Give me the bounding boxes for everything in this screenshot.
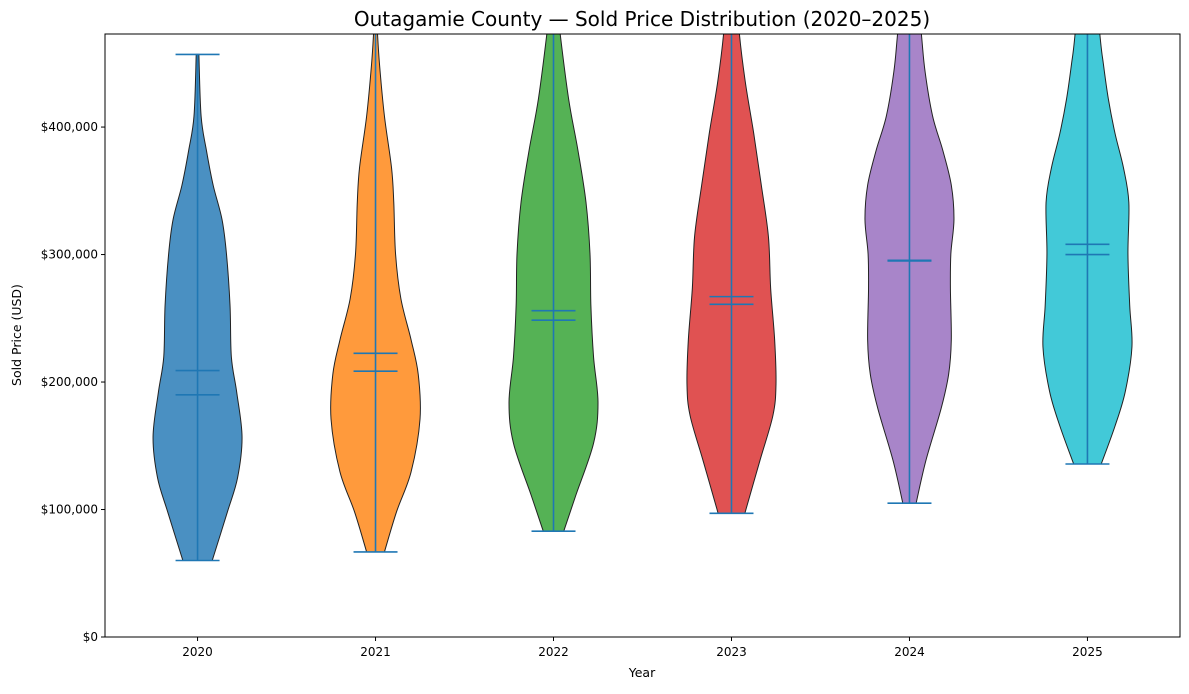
y-tick-label: $0 — [83, 630, 98, 644]
y-axis-label: Sold Price (USD) — [9, 284, 24, 386]
y-axis: $0 $100,000 $200,000 $300,000 $400,000 — [41, 120, 105, 644]
y-tick-label: $200,000 — [41, 375, 98, 389]
x-axis-label: Year — [628, 665, 656, 680]
x-tick-label: 2021 — [360, 645, 391, 659]
violin-2023 — [686, 34, 777, 515]
chart-title: Outagamie County — Sold Price Distributi… — [354, 7, 930, 31]
violin-2024 — [864, 34, 955, 504]
violin-2025 — [1042, 34, 1133, 465]
violins-group — [152, 34, 1133, 562]
x-tick-label: 2025 — [1072, 645, 1103, 659]
x-tick-label: 2023 — [716, 645, 747, 659]
plot-frame — [104, 33, 1181, 638]
x-tick-label: 2020 — [182, 645, 213, 659]
violin-2020 — [152, 53, 243, 562]
violin-2022 — [508, 34, 599, 532]
y-tick-label: $300,000 — [41, 248, 98, 262]
x-axis: 2020 2021 2022 2023 2024 2025 — [182, 637, 1103, 659]
violin-2021 — [330, 34, 421, 553]
y-tick-label: $100,000 — [41, 503, 98, 517]
x-tick-label: 2022 — [538, 645, 569, 659]
y-tick-label: $400,000 — [41, 120, 98, 134]
x-tick-label: 2024 — [894, 645, 925, 659]
